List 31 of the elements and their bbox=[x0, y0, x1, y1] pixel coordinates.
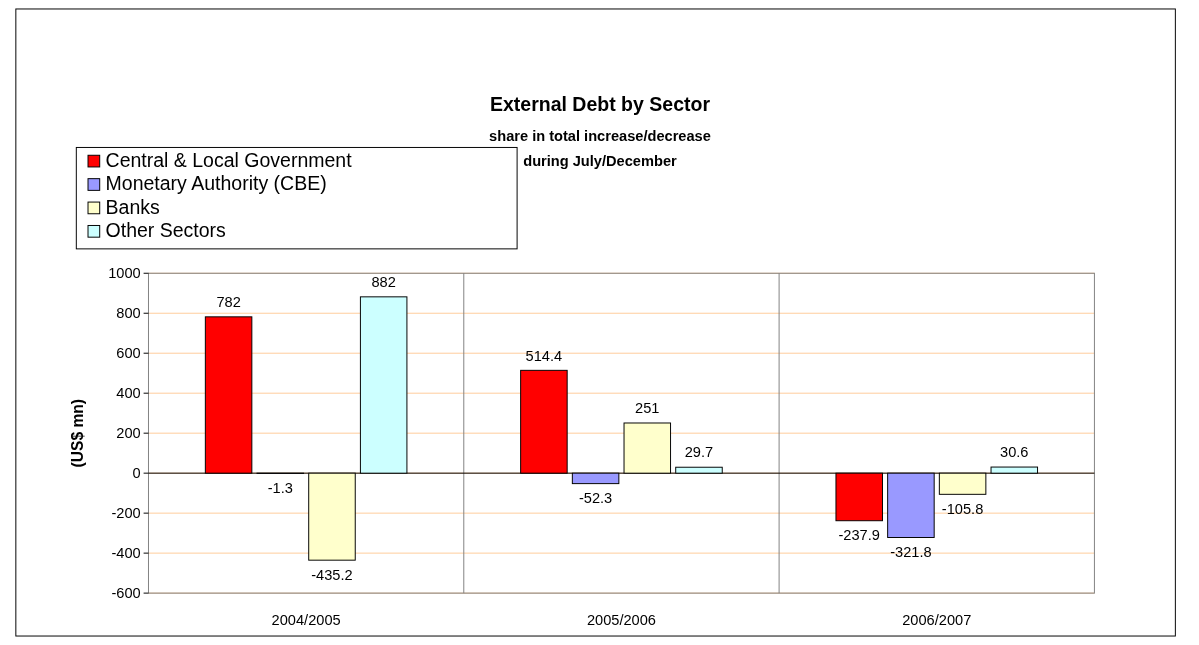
data-label: 29.7 bbox=[684, 444, 714, 461]
x-tick-label: 2005/2006 bbox=[586, 612, 656, 629]
y-tick-label: 1000 bbox=[108, 265, 141, 282]
chart-subtitle: share in total increase/decrease during July/December bbox=[489, 127, 711, 169]
data-label: 882 bbox=[371, 274, 396, 291]
chart-title: External Debt by Sector bbox=[490, 93, 711, 116]
y-tick-label: -600 bbox=[111, 584, 141, 601]
data-label: 251 bbox=[635, 400, 660, 417]
x-tick-label: 2006/2007 bbox=[902, 612, 972, 629]
legend-label: Central & Local Government bbox=[105, 148, 353, 171]
data-label: -237.9 bbox=[838, 527, 880, 544]
y-tick-label: 800 bbox=[116, 305, 141, 322]
y-tick-label: 600 bbox=[116, 345, 141, 362]
data-label: 782 bbox=[216, 294, 241, 311]
data-label: -52.3 bbox=[578, 490, 613, 507]
y-tick-label: -400 bbox=[111, 545, 141, 562]
data-label: 514.4 bbox=[525, 347, 563, 364]
y-tick-label: 200 bbox=[116, 425, 141, 442]
y-tick-label: 400 bbox=[116, 385, 141, 402]
y-tick-label: 0 bbox=[132, 465, 141, 482]
data-label: 30.6 bbox=[1000, 444, 1029, 461]
legend-label: Monetary Authority (CBE) bbox=[105, 172, 327, 195]
x-tick-label: 2004/2005 bbox=[271, 612, 341, 629]
y-axis-title: (US$ mn) bbox=[69, 398, 87, 468]
data-label: -105.8 bbox=[941, 500, 984, 517]
legend-label: Other Sectors bbox=[105, 219, 227, 242]
data-label: -321.8 bbox=[890, 544, 932, 560]
data-label: -435.2 bbox=[311, 566, 353, 583]
legend-label: Banks bbox=[105, 195, 161, 218]
data-label: -1.3 bbox=[267, 479, 293, 496]
y-tick-label: -200 bbox=[111, 505, 141, 522]
